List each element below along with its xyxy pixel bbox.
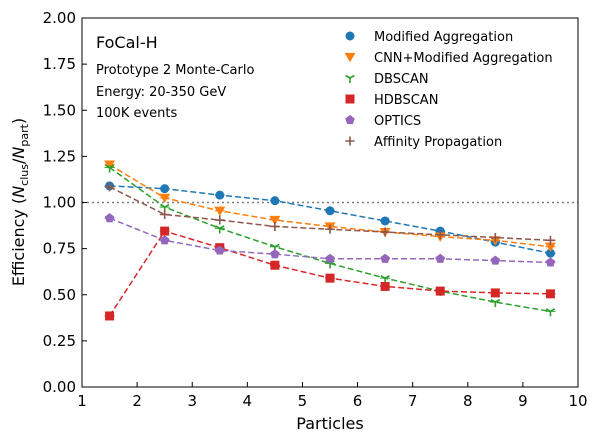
annotation-line3: 100K events [96,106,177,121]
data-point [325,206,335,216]
data-point [104,213,115,223]
y-axis-label: Efficiency (Nclus/Npart) [9,118,31,286]
data-point [545,257,556,267]
data-point [270,260,280,270]
data-point [159,193,171,204]
data-point [105,311,115,321]
data-point [104,160,116,170]
series-4 [104,213,556,267]
data-point [380,216,390,226]
x-tick-label: 2 [132,392,142,410]
legend-item: HDBSCAN [345,93,438,108]
legend-marker [345,74,355,83]
data-point [435,230,445,240]
data-point [380,281,390,291]
x-tick-label: 3 [187,392,197,410]
annotation-line2: Energy: 20-350 GeV [96,85,226,100]
y-tick-label: 0.00 [43,378,76,396]
legend-item: CNN+Modified Aggregation [344,51,553,66]
data-point [435,253,445,263]
y-tick-label: 1.50 [43,101,76,119]
legend-label: HDBSCAN [374,93,438,108]
x-tick-label: 8 [463,392,473,410]
x-tick-label: 1 [77,392,87,410]
data-point [380,253,390,263]
x-tick-label: 7 [408,392,418,410]
data-point [270,249,280,259]
legend-item: OPTICS [345,114,421,129]
series-1 [104,160,556,253]
data-point [269,215,281,226]
data-point [490,288,500,298]
data-point [270,221,280,231]
data-point [545,308,556,317]
x-tick-label: 10 [568,392,587,410]
series-line [109,164,551,248]
legend-label: OPTICS [374,114,421,129]
series-line [108,230,551,317]
series-5 [104,182,556,245]
legend-label: Affinity Propagation [374,135,502,150]
x-axis-label: Particles [296,414,363,433]
legend-item: Affinity Propagation [345,135,502,150]
annotation-line1: Prototype 2 Monte-Carlo [96,63,254,78]
data-point [214,206,226,217]
legend-marker [345,115,355,125]
data-point [545,289,555,299]
legend-item: DBSCAN [345,72,429,87]
x-tick-label: 5 [298,392,308,410]
y-tick-label: 1.00 [43,194,76,212]
data-point [490,255,501,265]
legend-item: Modified Aggregation [345,30,513,45]
data-point [215,245,225,255]
data-point [325,224,335,234]
legend-marker [345,94,355,104]
data-point [490,298,501,308]
x-tick-label: 4 [243,392,253,410]
data-point [490,233,500,243]
legend-label: CNN+Modified Aggregation [374,51,553,66]
x-tick-label: 6 [353,392,363,410]
legend-marker [344,52,356,63]
x-tick-label: 9 [518,392,528,410]
legend-label: DBSCAN [374,72,429,87]
data-point [380,227,390,237]
data-point [325,253,335,263]
data-point [160,209,170,219]
legend-label: Modified Aggregation [374,30,513,45]
data-point [545,235,555,245]
y-tick-label: 0.75 [43,240,76,258]
series-line [109,185,551,254]
data-point [544,242,556,253]
y-tick-label: 2.00 [43,9,76,27]
annotation-title: FoCal-H [96,33,158,52]
data-point [160,226,170,236]
legend-marker [345,136,355,146]
data-point [159,235,170,245]
series-0 [104,181,556,258]
data-point [105,182,115,192]
legend: Modified Aggregation CNN+Modified Aggrega… [344,30,553,150]
series-layer [104,160,556,321]
data-point [104,164,115,173]
y-tick-label: 1.25 [43,147,76,165]
data-point [545,248,555,258]
data-point [325,273,335,283]
ticks-layer: 1 2 3 4 5 6 7 8 9 10 0.00 0.25 0.50 0.75 1.00 1.25 1.50 1… [43,9,588,410]
data-point [215,215,225,225]
y-tick-label: 1.75 [43,55,76,73]
legend-marker [345,31,355,41]
y-tick-label: 0.50 [43,286,76,304]
data-point [160,184,170,194]
data-point [270,196,280,206]
y-tick-label: 0.25 [43,332,76,350]
data-point [215,225,225,234]
data-point [215,190,225,200]
data-point [435,286,445,296]
